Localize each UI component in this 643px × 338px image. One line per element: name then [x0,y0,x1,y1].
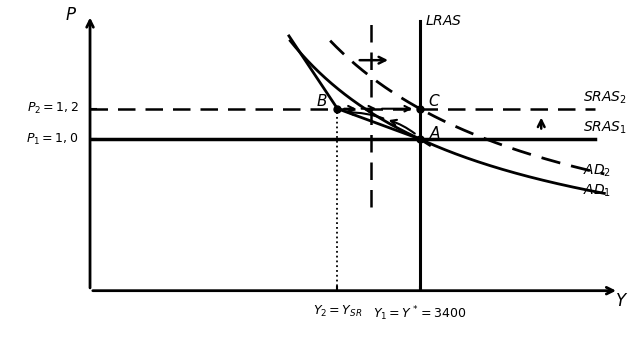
Text: $Y_2 = Y_{SR}$: $Y_2 = Y_{SR}$ [312,304,362,319]
Text: $Y_1 = Y^* = 3400$: $Y_1 = Y^* = 3400$ [373,304,467,323]
Text: $SRAS_1$: $SRAS_1$ [583,119,627,136]
Text: $P_1 = 1,0$: $P_1 = 1,0$ [26,131,78,147]
Text: $LRAS$: $LRAS$ [425,14,462,28]
Text: $AD_2$: $AD_2$ [583,162,611,178]
Text: $AD_1$: $AD_1$ [583,183,611,199]
Text: $P$: $P$ [64,6,77,24]
Text: $P_2 = 1,2$: $P_2 = 1,2$ [26,101,78,116]
Text: $A$: $A$ [429,124,441,141]
Text: $Y$: $Y$ [615,292,628,310]
Text: $SRAS_2$: $SRAS_2$ [583,89,627,105]
Text: $C$: $C$ [428,93,440,110]
Text: $B$: $B$ [316,93,328,110]
